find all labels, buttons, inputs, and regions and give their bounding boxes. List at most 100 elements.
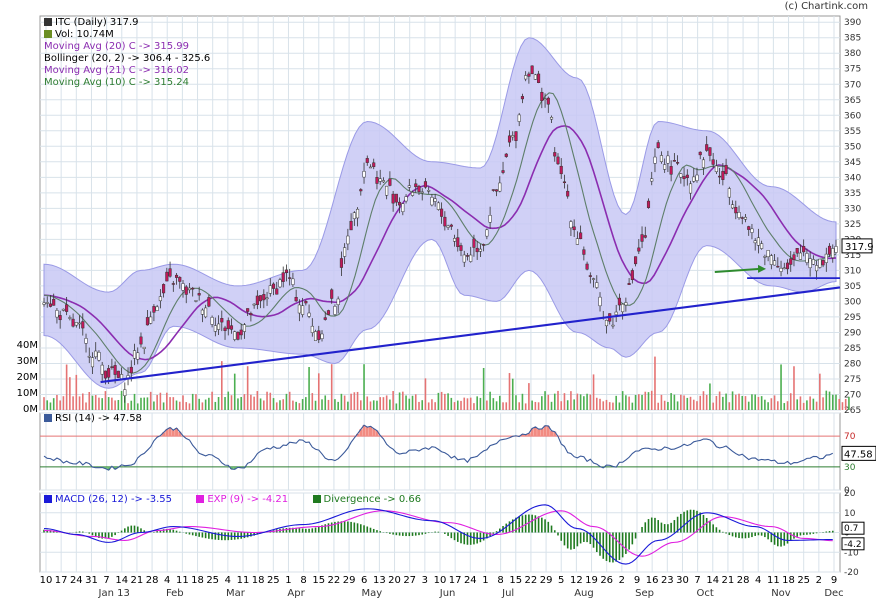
candle-body bbox=[731, 204, 735, 209]
volume-bar bbox=[240, 396, 242, 410]
x-tick-label: 25 bbox=[206, 575, 219, 586]
volume-bar bbox=[382, 397, 385, 410]
x-month-label: Apr bbox=[287, 588, 305, 599]
volume-bar bbox=[528, 383, 530, 410]
volume-bar bbox=[398, 392, 401, 410]
candle-body bbox=[45, 302, 49, 304]
volume-bar bbox=[825, 390, 828, 410]
candle-body bbox=[718, 175, 722, 178]
candle-body bbox=[410, 192, 415, 196]
volume-bar bbox=[185, 402, 188, 410]
volume-bar bbox=[592, 374, 595, 410]
candle-body bbox=[220, 318, 224, 323]
x-tick-label: 9 bbox=[831, 575, 837, 586]
volume-bar bbox=[321, 399, 323, 410]
x-month-label: May bbox=[361, 588, 382, 599]
volume-bar bbox=[796, 399, 799, 410]
candle-body bbox=[598, 296, 602, 307]
x-tick-label: 24 bbox=[464, 575, 477, 586]
volume-bar bbox=[566, 400, 569, 410]
x-tick-label: 25 bbox=[797, 575, 810, 586]
rsi-title: RSI (14) -> 47.58 bbox=[55, 413, 142, 424]
volume-bar bbox=[712, 402, 714, 410]
candle-body bbox=[646, 200, 651, 208]
candle-body bbox=[430, 197, 434, 206]
volume-bar bbox=[802, 402, 805, 410]
legend-volume: Vol: 10.74M bbox=[44, 29, 210, 41]
candle-body bbox=[113, 365, 117, 375]
macd-last-box bbox=[841, 537, 865, 551]
candle-body bbox=[517, 114, 521, 122]
candle-body bbox=[511, 135, 515, 138]
candle-body bbox=[404, 196, 408, 202]
volume-bar bbox=[644, 391, 647, 410]
volume-bar bbox=[489, 391, 491, 410]
x-tick-label: 4 bbox=[164, 575, 170, 586]
x-tick-label: 11 bbox=[237, 575, 250, 586]
candle-body bbox=[132, 350, 137, 359]
volume-bar bbox=[621, 391, 624, 410]
x-tick-label: 8 bbox=[497, 575, 503, 586]
volume-bar bbox=[169, 397, 171, 410]
volume-bar bbox=[799, 396, 802, 410]
candle-body bbox=[478, 248, 482, 252]
volume-bar bbox=[553, 393, 556, 410]
macd-last-box bbox=[841, 521, 865, 535]
volume-bar bbox=[819, 373, 821, 410]
candle-body bbox=[834, 246, 838, 253]
candle-body bbox=[634, 256, 638, 265]
y-tick-label: 310 bbox=[844, 266, 861, 276]
candle-body bbox=[579, 232, 583, 240]
candle-body bbox=[789, 258, 793, 265]
volume-bar bbox=[130, 400, 133, 410]
candle-body bbox=[520, 96, 524, 100]
candle-body bbox=[178, 276, 182, 282]
x-tick-label: 31 bbox=[85, 575, 98, 586]
candle-body bbox=[815, 265, 819, 272]
volume-bar bbox=[127, 403, 129, 410]
candle-body bbox=[61, 308, 65, 311]
candle-body bbox=[553, 152, 557, 157]
volume-bar bbox=[195, 394, 197, 410]
candle-body bbox=[708, 147, 712, 156]
volume-bar bbox=[738, 393, 740, 410]
x-month-label: Nov bbox=[771, 588, 791, 599]
candle-body bbox=[307, 312, 311, 317]
candle-body bbox=[356, 208, 360, 219]
volume-bar bbox=[366, 396, 369, 410]
volume-bar bbox=[599, 398, 601, 410]
volume-bar bbox=[440, 391, 443, 410]
volume-bar bbox=[72, 396, 74, 410]
candle-body bbox=[572, 226, 576, 231]
x-tick-label: 3 bbox=[422, 575, 428, 586]
volume-bar bbox=[295, 401, 297, 410]
candle-body bbox=[811, 259, 815, 265]
volume-bar bbox=[838, 398, 841, 410]
volume-bar bbox=[573, 399, 575, 410]
macd-tick-label: 10 bbox=[844, 509, 856, 519]
y-tick-label: 360 bbox=[844, 111, 861, 121]
volume-bar bbox=[308, 367, 310, 410]
x-month-label: Jul bbox=[501, 588, 514, 599]
volume-bar bbox=[65, 364, 68, 410]
x-tick-label: 30 bbox=[676, 575, 689, 586]
x-tick-label: 21 bbox=[722, 575, 735, 586]
volume-bar bbox=[563, 393, 566, 410]
candle-body bbox=[569, 221, 573, 229]
candle-body bbox=[472, 238, 476, 248]
volume-bar bbox=[660, 394, 663, 410]
volume-bar bbox=[754, 394, 756, 410]
candle-body bbox=[407, 185, 411, 188]
candle-body bbox=[423, 181, 428, 188]
candle-body bbox=[242, 324, 246, 332]
candle-body bbox=[223, 327, 227, 331]
candle-body bbox=[776, 265, 780, 268]
candle-body bbox=[343, 247, 347, 257]
volume-bar bbox=[208, 397, 210, 410]
candle-body bbox=[362, 171, 366, 178]
volume-bar bbox=[136, 403, 139, 410]
volume-bar bbox=[722, 396, 724, 410]
x-tick-label: 14 bbox=[115, 575, 128, 586]
candle-body bbox=[259, 295, 263, 302]
volume-axis-label: 10M bbox=[17, 388, 38, 399]
